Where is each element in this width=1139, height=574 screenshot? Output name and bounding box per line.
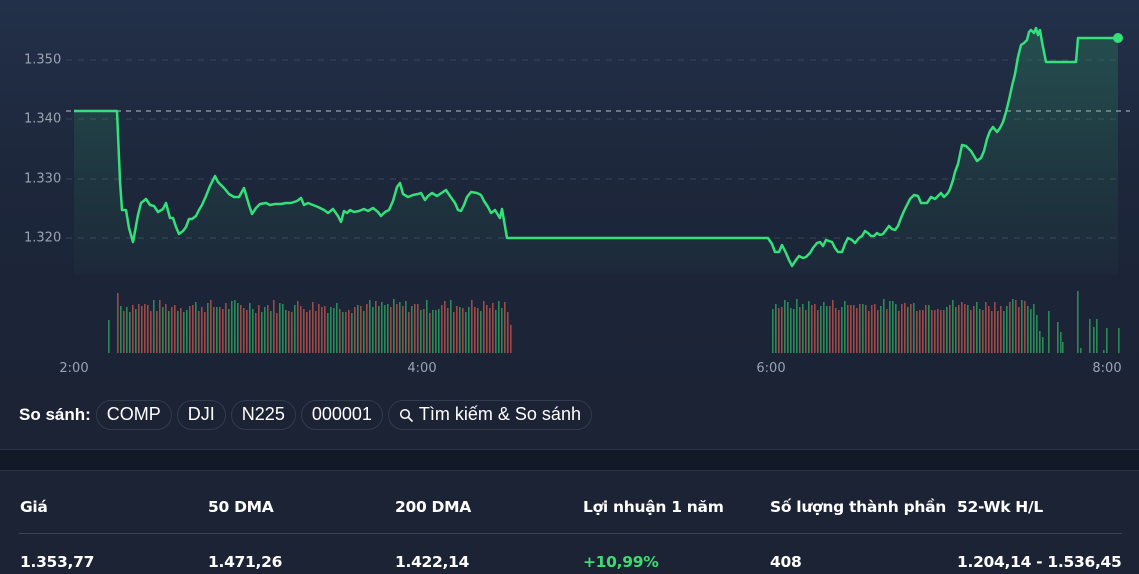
y-tick-label: 1.330 [24,171,62,187]
stat-header-1y-return: Lợi nhuận 1 năm [583,498,724,516]
search-icon [399,408,413,422]
search-compare-label: Tìm kiếm & So sánh [418,404,581,424]
stat-value-price: 1.353,77 [20,553,95,571]
x-tick-label: 4:00 [407,361,437,376]
compare-bar: So sánh: COMP DJI N225 000001 Tìm kiếm &… [19,399,592,430]
stat-value-50dma: 1.471,26 [208,553,283,571]
section-divider [0,449,1139,471]
stats-table: Giá 50 DMA 200 DMA Lợi nhuận 1 năm Số lư… [0,471,1139,574]
y-tick-label: 1.350 [24,52,62,68]
stat-header-price: Giá [20,498,48,516]
compare-label: So sánh: [19,404,91,424]
last-price-marker [1113,33,1123,43]
stat-value-52wk: 1.204,14 - 1.536,45 [957,553,1122,571]
y-tick-label: 1.320 [24,230,62,246]
stat-header-52wk: 52-Wk H/L [957,498,1043,516]
x-tick-label: 2:00 [59,361,89,376]
compare-chip-000001[interactable]: 000001 [300,399,383,430]
chart-svg [66,26,1130,353]
search-compare-button[interactable]: Tìm kiếm & So sánh [387,399,592,430]
x-tick-label: 8:00 [1092,361,1122,376]
stat-header-constituents: Số lượng thành phần [770,498,947,516]
price-line [74,26,1118,268]
stat-header-50dma: 50 DMA [208,498,274,516]
stats-divider [19,533,1122,534]
stat-value-constituents: 408 [770,553,802,571]
stat-value-1y-return: +10,99% [583,553,659,571]
compare-chip-comp[interactable]: COMP [95,399,172,430]
volume-bars [108,291,1120,353]
compare-chip-dji[interactable]: DJI [176,399,226,430]
stat-value-200dma: 1.422,14 [395,553,470,571]
price-chart[interactable]: 1.350 1.340 1.330 1.320 2:00 4:00 6:00 8… [0,0,1139,390]
x-tick-label: 6:00 [756,361,786,376]
stat-header-200dma: 200 DMA [395,498,471,516]
compare-chip-n225[interactable]: N225 [230,399,296,430]
y-tick-label: 1.340 [24,111,62,127]
